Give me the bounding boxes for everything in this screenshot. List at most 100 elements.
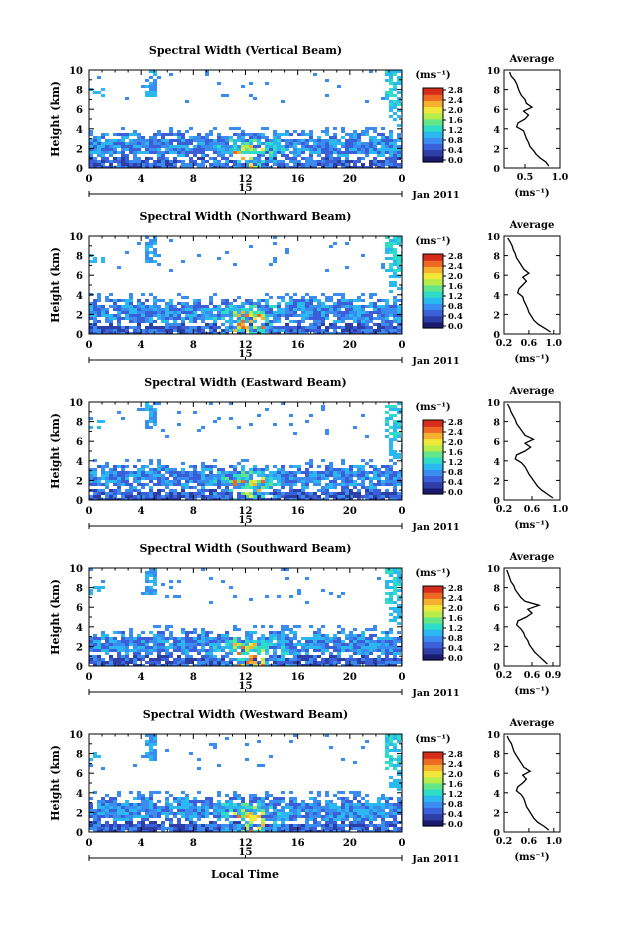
- heatmap-cell: [101, 631, 105, 634]
- heatmap-cell: [217, 483, 221, 486]
- heatmap-cell: [301, 806, 305, 809]
- heatmap-cell: [237, 151, 241, 154]
- heatmap-cell: [329, 661, 333, 664]
- x-tick-label: 4: [138, 672, 145, 683]
- heatmap-cell: [141, 408, 145, 411]
- heatmap-cell: [277, 160, 281, 163]
- heatmap-cell: [229, 127, 233, 130]
- average-y-tick-label: 4: [493, 457, 500, 468]
- day-label: 15: [239, 681, 253, 692]
- heatmap-cell: [333, 163, 337, 166]
- heatmap-cell: [393, 326, 397, 329]
- heatmap-cell: [193, 803, 197, 806]
- heatmap-cell: [333, 302, 337, 305]
- heatmap-cell: [145, 755, 149, 758]
- heatmap-cell: [249, 486, 253, 489]
- heatmap-cell: [393, 160, 397, 163]
- day-label: 15: [239, 515, 253, 526]
- heatmap-cell: [221, 809, 225, 812]
- heatmap-cell: [393, 242, 397, 245]
- heatmap-cell: [389, 664, 393, 666]
- heatmap-cell: [149, 580, 153, 583]
- heatmap-cell: [293, 163, 297, 166]
- heatmap-cell: [105, 299, 109, 302]
- heatmap-cell: [101, 154, 105, 157]
- heatmap-cell: [285, 332, 289, 334]
- heatmap-cell: [181, 329, 185, 332]
- heatmap-cell: [397, 287, 401, 290]
- heatmap-cell: [293, 166, 297, 168]
- heatmap-cell: [165, 800, 169, 803]
- heatmap-cell: [249, 821, 253, 824]
- heatmap-cell: [145, 163, 149, 166]
- heatmap-cell: [137, 658, 141, 661]
- heatmap-cell: [265, 643, 269, 646]
- heatmap-cell: [281, 827, 285, 830]
- heatmap-cell: [369, 326, 373, 329]
- heatmap-cell: [145, 477, 149, 480]
- heatmap-cell: [137, 830, 141, 832]
- heatmap-cell: [321, 643, 325, 646]
- heatmap-cell: [89, 139, 93, 142]
- heatmap-cell: [225, 480, 229, 483]
- heatmap-cell: [89, 426, 93, 429]
- heatmap-cell: [273, 800, 277, 803]
- heatmap-cell: [321, 652, 325, 655]
- heatmap-cell: [345, 634, 349, 637]
- heatmap-cell: [193, 492, 197, 495]
- heatmap-cell: [185, 827, 189, 830]
- heatmap-cell: [89, 329, 93, 332]
- heatmap-cell: [297, 652, 301, 655]
- heatmap-cell: [129, 320, 133, 323]
- heatmap-cell: [249, 812, 253, 815]
- heatmap-cell: [169, 151, 173, 154]
- heatmap-cell: [89, 806, 93, 809]
- heatmap-cell: [181, 133, 185, 136]
- heatmap-cell: [365, 489, 369, 492]
- heatmap-cell: [369, 127, 373, 130]
- heatmap-cell: [145, 640, 149, 643]
- heatmap-cell: [337, 658, 341, 661]
- heatmap-cell: [273, 797, 277, 800]
- heatmap-cell: [189, 151, 193, 154]
- heatmap-cell: [333, 139, 337, 142]
- heatmap-cell: [109, 468, 113, 471]
- heatmap-cell: [333, 127, 337, 130]
- heatmap-cell: [285, 498, 289, 500]
- heatmap-cell: [157, 474, 161, 477]
- heatmap-cell: [349, 148, 353, 151]
- heatmap-cell: [337, 332, 341, 334]
- heatmap-cell: [169, 326, 173, 329]
- heatmap-cell: [161, 317, 165, 320]
- heatmap-cell: [145, 305, 149, 308]
- heatmap-cell: [357, 320, 361, 323]
- heatmap-cell: [173, 311, 177, 314]
- heatmap-cell: [193, 326, 197, 329]
- heatmap-cell: [101, 326, 105, 329]
- heatmap-cell: [173, 800, 177, 803]
- heatmap-cell: [217, 163, 221, 166]
- heatmap-cell: [121, 646, 125, 649]
- heatmap-cell: [205, 314, 209, 317]
- heatmap-cell: [221, 477, 225, 480]
- heatmap-cell: [109, 492, 113, 495]
- heatmap-cell: [209, 495, 213, 498]
- heatmap-cell: [217, 148, 221, 151]
- heatmap-cell: [177, 154, 181, 157]
- heatmap-cell: [177, 643, 181, 646]
- heatmap-cell: [189, 314, 193, 317]
- heatmap-cell: [241, 824, 245, 827]
- y-tick-label: 8: [76, 418, 83, 429]
- heatmap-cell: [209, 489, 213, 492]
- heatmap-cell: [321, 637, 325, 640]
- heatmap-cell: [173, 483, 177, 486]
- heatmap-cell: [137, 821, 141, 824]
- heatmap-cell: [269, 830, 273, 832]
- heatmap-cell: [233, 640, 237, 643]
- heatmap-cell: [121, 465, 125, 468]
- heatmap-cell: [153, 643, 157, 646]
- heatmap-cell: [385, 435, 389, 438]
- heatmap-cell: [193, 151, 197, 154]
- heatmap-cell: [165, 628, 169, 631]
- heatmap-cell: [357, 634, 361, 637]
